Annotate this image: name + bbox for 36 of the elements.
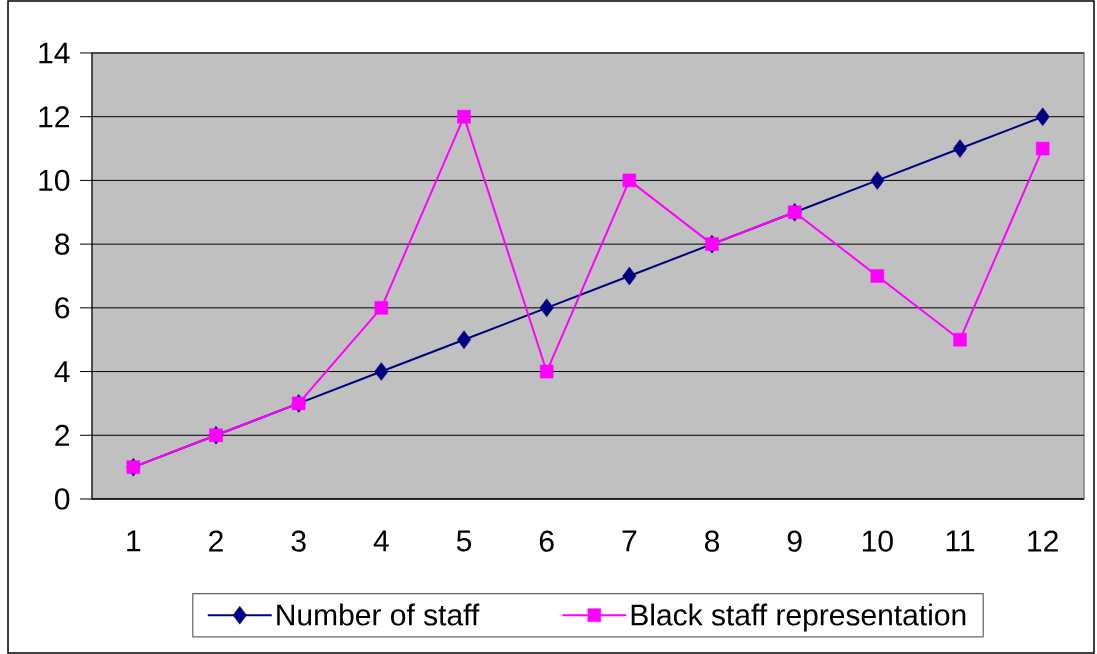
point <box>953 139 968 158</box>
x-tick-label: 5 <box>456 530 472 552</box>
point <box>374 301 389 315</box>
x-tick-label: 8 <box>704 530 720 552</box>
x-tick-label: 3 <box>291 530 306 552</box>
legend-label: Number of staff <box>277 603 480 626</box>
point <box>1035 141 1050 156</box>
x-tick-label: 4 <box>373 530 389 552</box>
point <box>457 109 471 124</box>
y-tick-label: 2 <box>55 424 69 446</box>
x-tick-label: 10 <box>862 530 893 552</box>
point <box>374 362 389 381</box>
point <box>539 298 554 318</box>
point <box>457 330 472 349</box>
x-tick-label: 2 <box>209 530 223 552</box>
x-tick-label: 11 <box>946 530 975 552</box>
y-tick-label: 12 <box>39 106 69 128</box>
x-tick-label: 9 <box>787 530 802 552</box>
x-tick-label: 7 <box>622 530 637 552</box>
point <box>870 171 885 190</box>
point <box>1035 107 1050 126</box>
y-tick-label: 8 <box>55 233 70 255</box>
x-tick-label: 6 <box>539 530 554 552</box>
point <box>622 266 637 286</box>
legend-label: Black staff representation <box>631 603 966 632</box>
x-tick-label: 12 <box>1028 530 1058 552</box>
y-tick-label: 0 <box>54 488 70 510</box>
point <box>539 364 554 379</box>
y-tick-label: 10 <box>39 169 70 192</box>
y-tick-label: 6 <box>55 297 70 319</box>
y-tick-label: 14 <box>39 42 70 64</box>
point <box>870 269 885 283</box>
y-tick-label: 4 <box>54 361 70 382</box>
point <box>622 173 637 188</box>
point <box>953 332 967 347</box>
x-tick-label: 1 <box>127 530 141 552</box>
